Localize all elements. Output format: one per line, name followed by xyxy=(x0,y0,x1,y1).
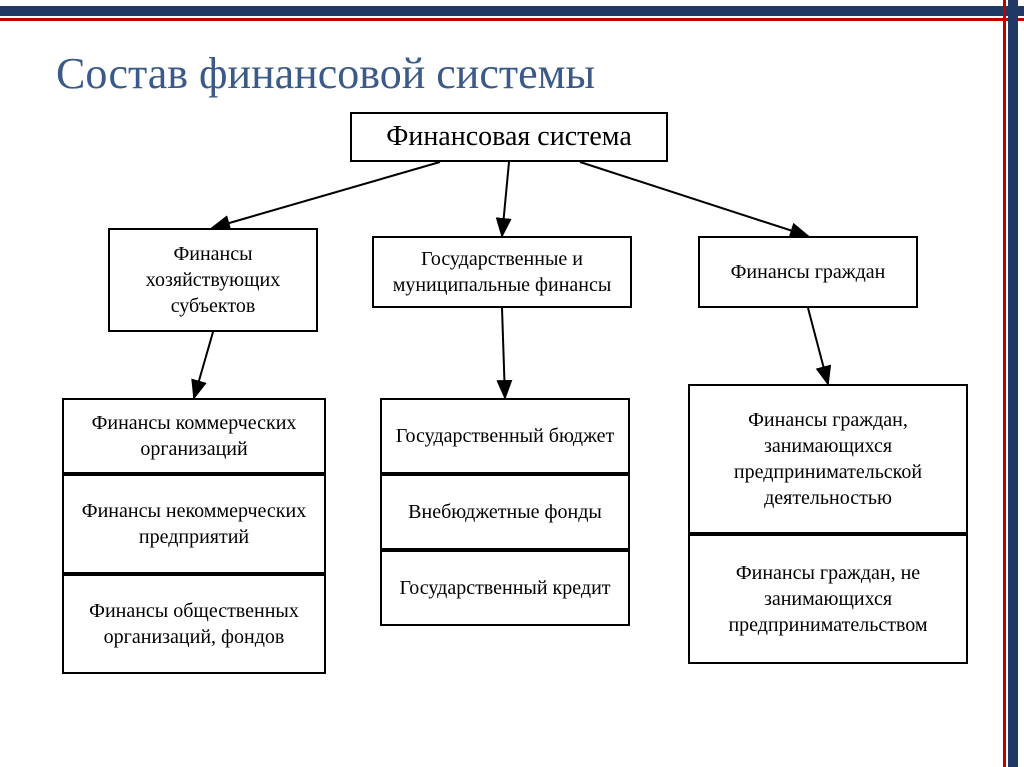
node-noncommercial: Финансы некоммерческих предприятий xyxy=(62,474,326,574)
right-decorative-border xyxy=(1004,0,1024,767)
node-citizen-finance: Финансы граждан xyxy=(698,236,918,308)
top-decorative-border xyxy=(0,0,1024,20)
node-gov-municipal: Государственные и муниципальные финансы xyxy=(372,236,632,308)
node-finance-subjects: Финансы хозяйствующих субъектов xyxy=(108,228,318,332)
node-commercial: Финансы коммерческих организаций xyxy=(62,398,326,474)
node-root: Финансовая система xyxy=(350,112,668,162)
node-entrepreneurs: Финансы граждан, занимающихся предприним… xyxy=(688,384,968,534)
node-extrabudget: Внебюджетные фонды xyxy=(380,474,630,550)
node-non-entrepreneurs: Финансы граждан, не занимающихся предпри… xyxy=(688,534,968,664)
node-public-orgs: Финансы общественных организаций, фондов xyxy=(62,574,326,674)
node-state-credit: Государственный кредит xyxy=(380,550,630,626)
page-title: Состав финансовой системы xyxy=(56,48,595,99)
node-state-budget: Государственный бюджет xyxy=(380,398,630,474)
